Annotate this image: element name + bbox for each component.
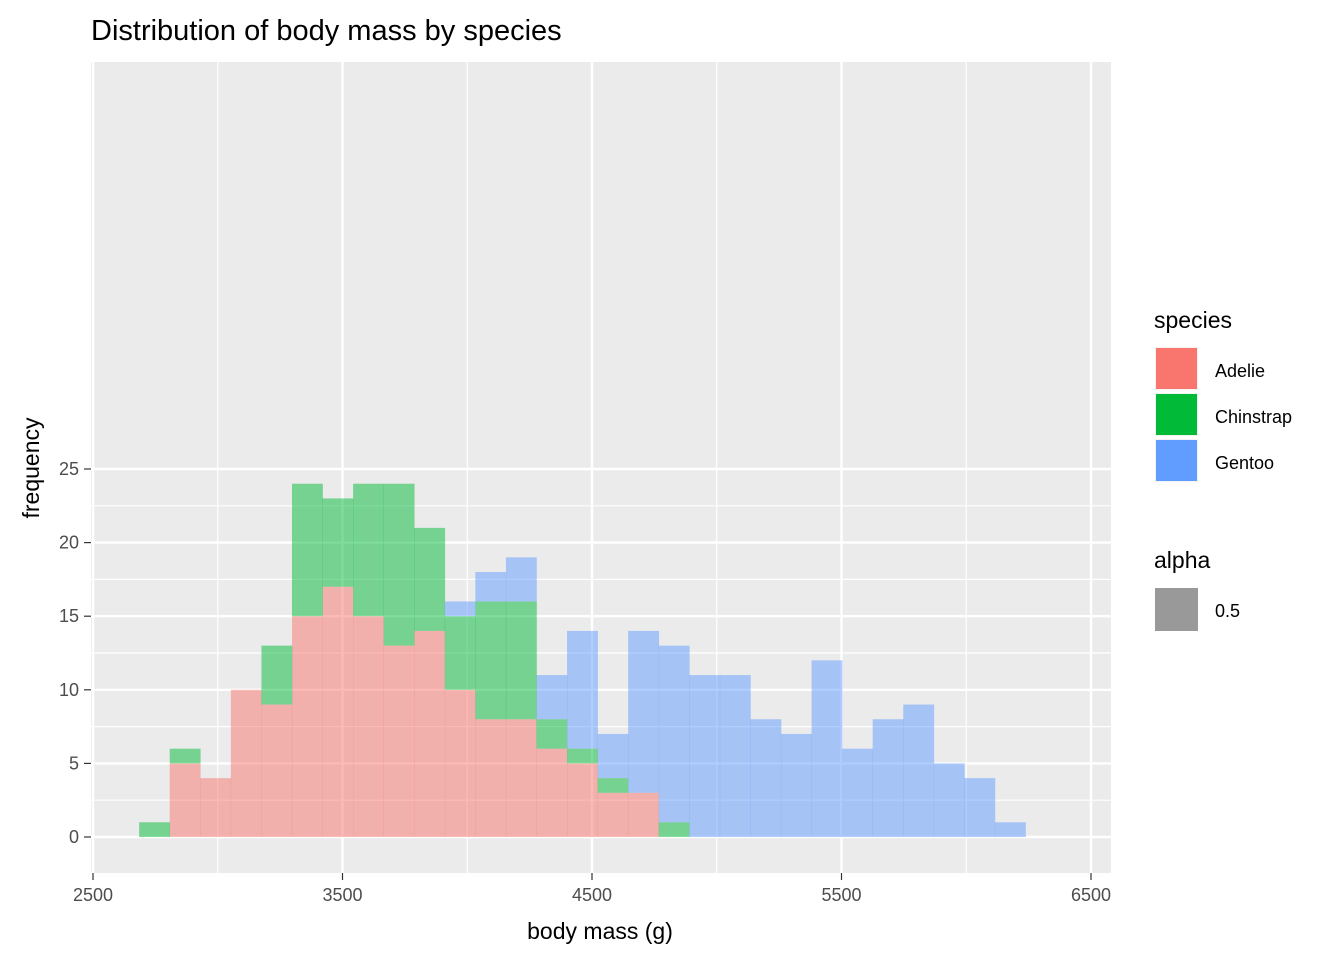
bar-chinstrap — [659, 822, 690, 837]
bar-gentoo — [689, 675, 720, 837]
bar-adelie — [231, 690, 262, 837]
bar-gentoo — [842, 749, 873, 837]
bar-gentoo — [781, 734, 812, 837]
legend-key-alpha — [1155, 588, 1198, 631]
bar-adelie — [323, 587, 354, 837]
bar-adelie — [445, 690, 476, 837]
bar-chinstrap — [261, 646, 292, 705]
bar-gentoo — [506, 557, 537, 601]
bar-chinstrap — [475, 601, 506, 719]
bar-adelie — [536, 749, 567, 837]
bar-chinstrap — [323, 498, 354, 586]
legend-key-adelie — [1156, 348, 1197, 389]
bar-gentoo — [536, 675, 567, 719]
bar-gentoo — [964, 778, 995, 837]
bar-adelie — [353, 616, 384, 837]
bar-gentoo — [995, 822, 1026, 837]
y-tick-label: 15 — [59, 606, 79, 626]
legend-label-alpha: 0.5 — [1215, 601, 1240, 621]
bar-adelie — [475, 719, 506, 837]
legend-species-items: Adelie Chinstrap Gentoo — [1155, 347, 1292, 482]
x-tick-label: 2500 — [73, 885, 113, 905]
bar-chinstrap — [292, 484, 323, 616]
bar-gentoo — [445, 601, 476, 616]
legend-label-gentoo: Gentoo — [1215, 453, 1274, 473]
legend: species Adelie Chinstrap Gentoo alpha 0.5 — [1154, 307, 1292, 631]
x-tick-label: 3500 — [322, 885, 362, 905]
legend-key-gentoo — [1156, 440, 1197, 481]
bar-chinstrap — [506, 601, 537, 719]
legend-title-species: species — [1154, 307, 1232, 333]
bar-chinstrap — [445, 616, 476, 690]
bar-adelie — [261, 705, 292, 837]
bar-gentoo — [873, 719, 904, 837]
legend-label-adelie: Adelie — [1215, 361, 1265, 381]
bar-adelie — [200, 778, 231, 837]
x-axis: 2500 3500 4500 5500 6500 — [73, 873, 1111, 905]
y-tick-label: 20 — [59, 533, 79, 553]
bar-chinstrap — [598, 778, 629, 793]
y-tick-label: 25 — [59, 459, 79, 479]
bar-gentoo — [567, 631, 598, 749]
bar-adelie — [384, 646, 415, 837]
chart-title: Distribution of body mass by species — [91, 15, 562, 47]
bar-gentoo — [903, 705, 934, 837]
y-tick-label: 0 — [69, 827, 79, 847]
bar-adelie — [567, 763, 598, 837]
bar-chinstrap — [170, 749, 201, 764]
bar-adelie — [414, 631, 445, 837]
x-tick-label: 5500 — [821, 885, 861, 905]
legend-label-chinstrap: Chinstrap — [1215, 407, 1292, 427]
bar-chinstrap — [567, 749, 598, 764]
bar-adelie — [628, 793, 659, 837]
bar-adelie — [598, 793, 629, 837]
legend-title-alpha: alpha — [1154, 547, 1210, 573]
bar-gentoo — [750, 719, 781, 837]
bar-chinstrap — [536, 719, 567, 748]
y-axis: 0 5 10 15 20 25 — [59, 459, 91, 847]
bar-gentoo — [475, 572, 506, 601]
bar-gentoo — [628, 631, 659, 793]
bar-chinstrap — [139, 822, 170, 837]
bar-chinstrap — [414, 528, 445, 631]
legend-key-chinstrap — [1156, 394, 1197, 435]
bar-adelie — [292, 616, 323, 837]
bar-adelie — [506, 719, 537, 837]
bar-gentoo — [812, 660, 843, 837]
x-axis-title: body mass (g) — [527, 918, 673, 944]
bar-adelie — [170, 763, 201, 837]
bar-gentoo — [720, 675, 751, 837]
bar-chinstrap — [384, 484, 415, 646]
y-tick-label: 5 — [69, 753, 79, 773]
bar-gentoo — [598, 734, 629, 778]
x-tick-label: 6500 — [1071, 885, 1111, 905]
y-axis-title: frequency — [18, 417, 44, 519]
y-tick-label: 10 — [59, 680, 79, 700]
x-tick-label: 4500 — [572, 885, 612, 905]
bar-gentoo — [659, 646, 690, 823]
bar-gentoo — [934, 763, 965, 837]
bar-chinstrap — [353, 484, 384, 616]
